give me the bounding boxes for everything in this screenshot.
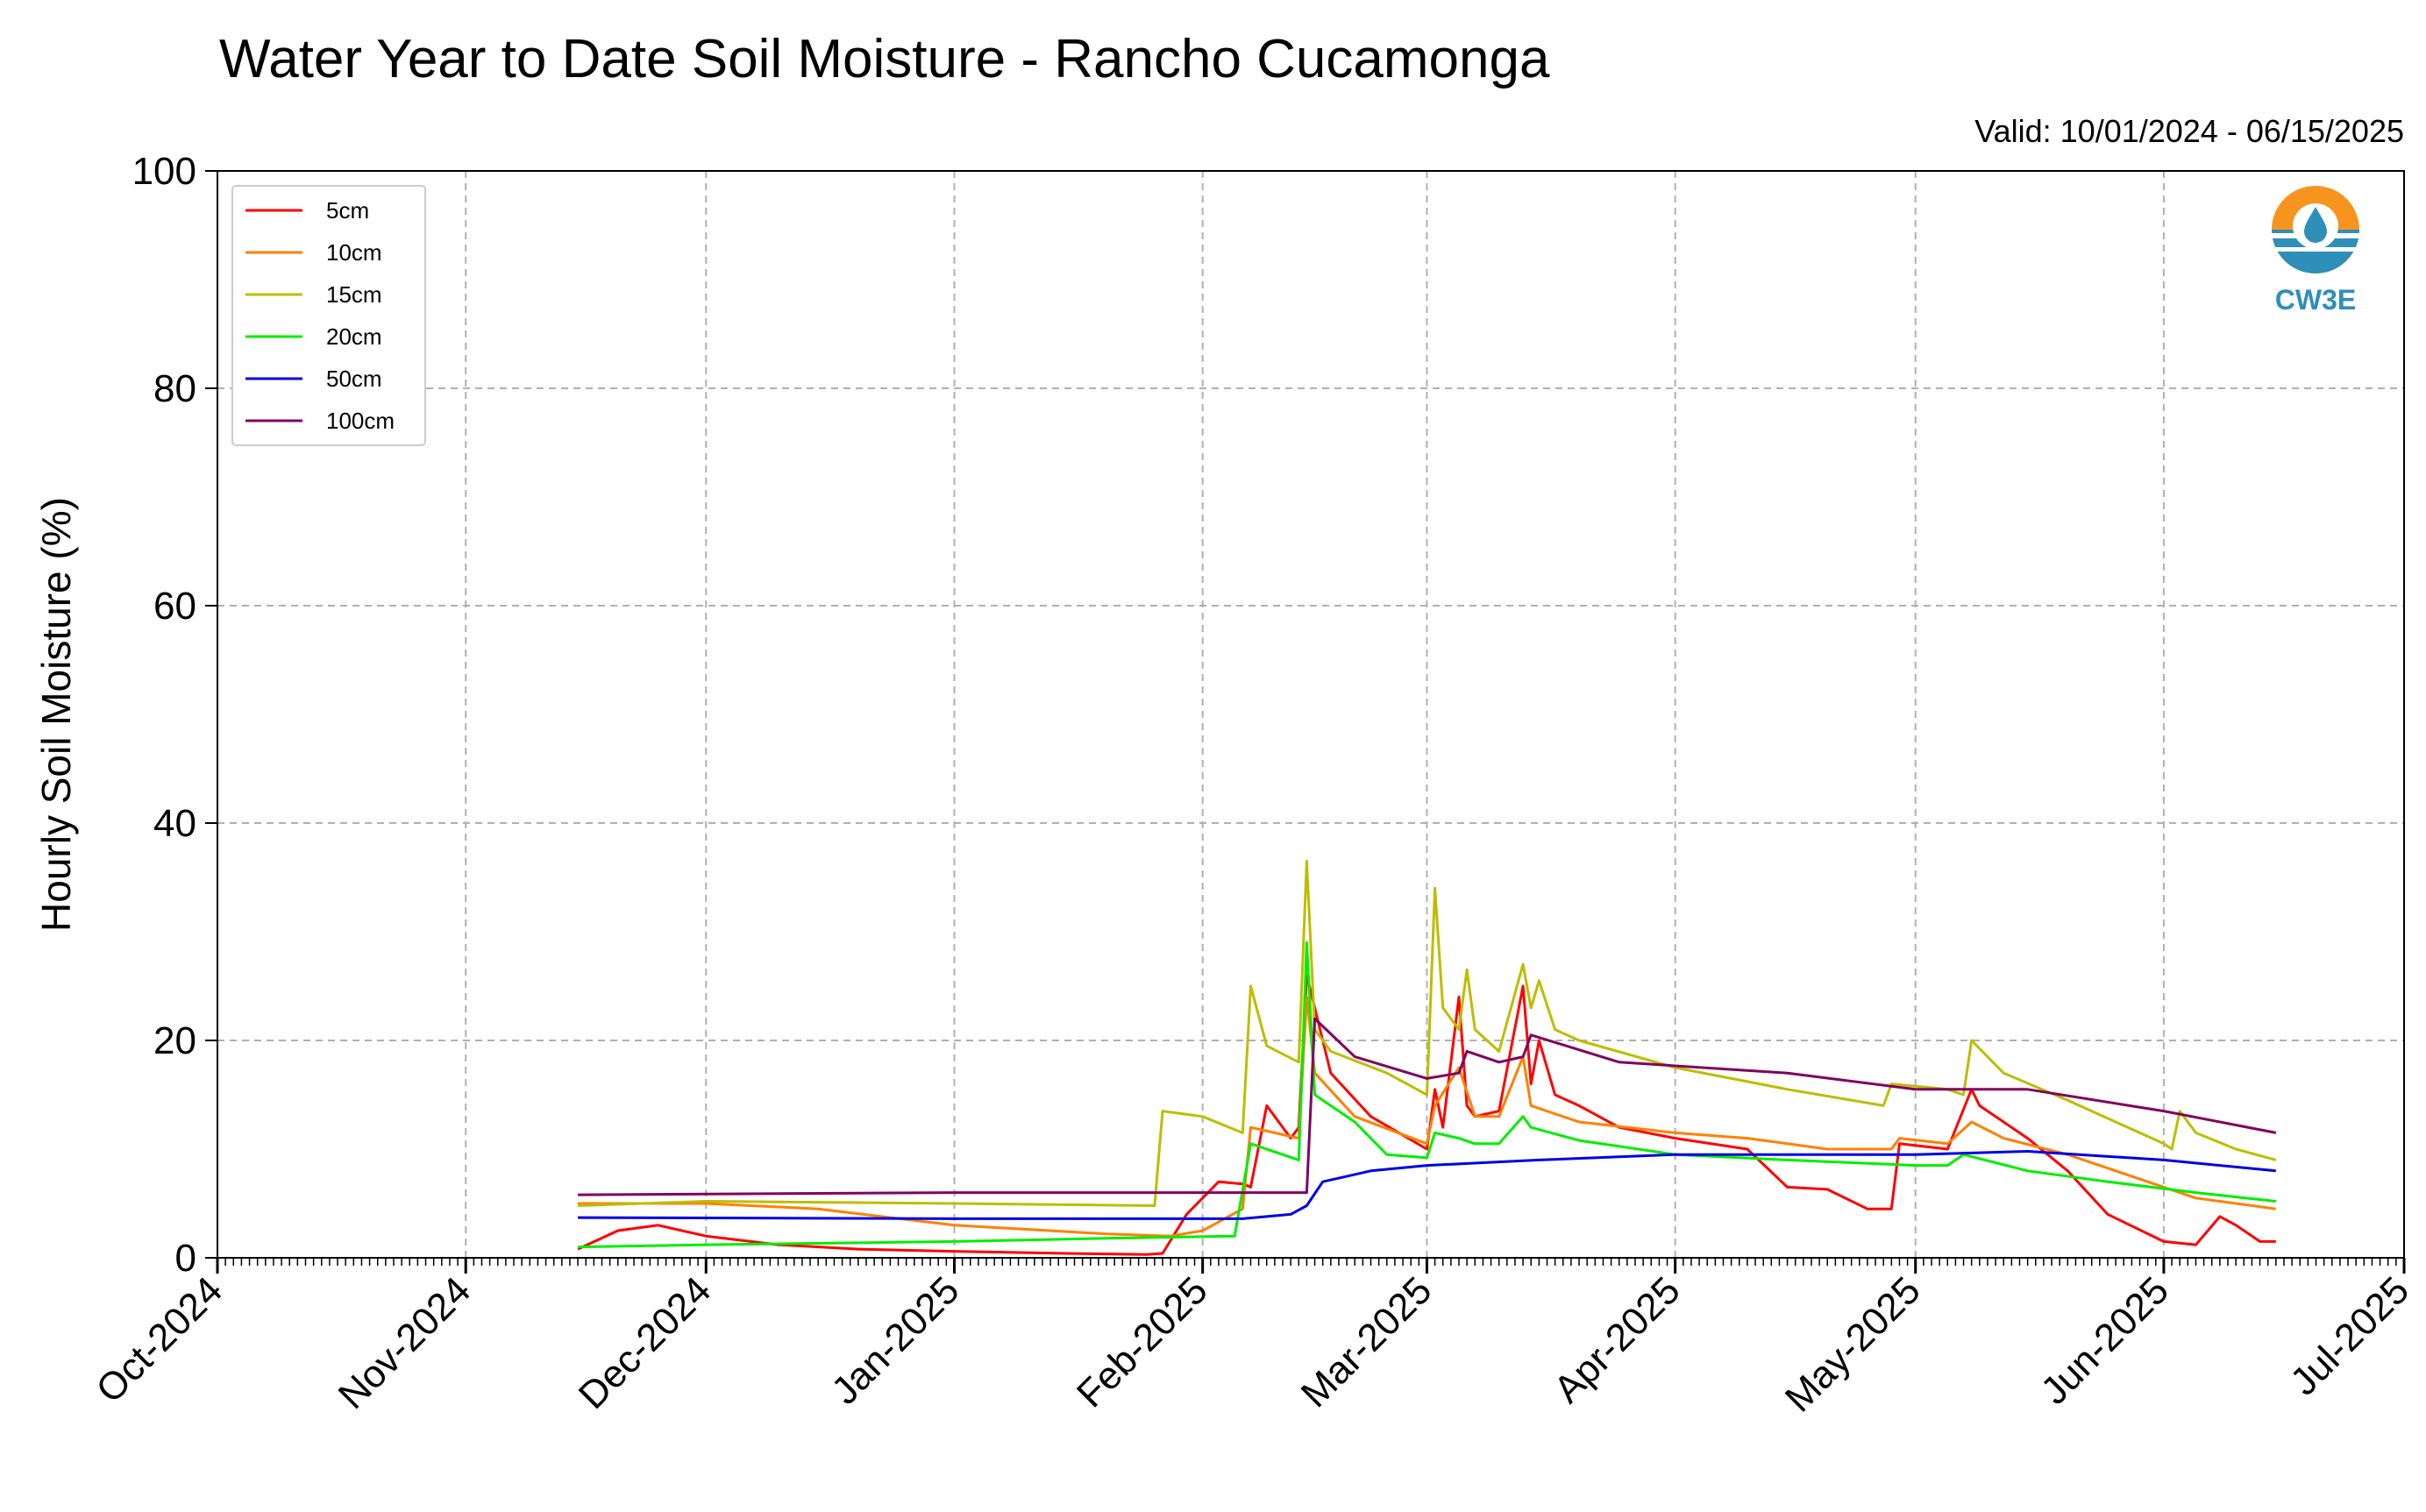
legend: 5cm 10cm 15cm 20cm 50cm 100cm xyxy=(231,185,426,446)
legend-label: 50cm xyxy=(326,366,382,392)
x-tick-label: Dec-2024 xyxy=(571,1268,720,1417)
grid-lines xyxy=(217,171,2404,1258)
logo-text: CW3E xyxy=(2275,284,2356,316)
water-drop-icon xyxy=(2272,186,2359,273)
x-tick-label: May-2025 xyxy=(1777,1268,1929,1420)
chart-title: Water Year to Date Soil Moisture - Ranch… xyxy=(219,29,1550,89)
series-line-50cm xyxy=(578,1150,2276,1220)
x-tick-label: Mar-2025 xyxy=(1293,1268,1441,1416)
axis-ticks: 0 20 40 60 80 100 Oct-2024 Nov-2024 Dec-2024 Jan-… xyxy=(88,150,2417,1420)
x-tick-label: Jan-2025 xyxy=(823,1268,967,1412)
y-tick-label: 60 xyxy=(153,585,196,628)
cw3e-logo: CW3E xyxy=(2272,186,2359,316)
legend-box xyxy=(231,185,426,446)
y-axis-label: Hourly Soil Moisture (%) xyxy=(33,497,79,932)
series-line-10cm xyxy=(578,995,2277,1238)
chart-subtitle: Valid: 10/01/2024 - 06/15/2025 xyxy=(1974,113,2404,149)
legend-label: 100cm xyxy=(326,408,395,434)
x-tick-label: Oct-2024 xyxy=(88,1268,231,1411)
legend-label: 5cm xyxy=(326,197,369,224)
x-tick-label: Jun-2025 xyxy=(2033,1268,2177,1412)
series-line-5cm xyxy=(577,974,2276,1256)
x-tick-label: Feb-2025 xyxy=(1069,1268,1216,1416)
x-tick-label: Jul-2025 xyxy=(2282,1268,2417,1403)
y-tick-label: 80 xyxy=(153,367,196,410)
legend-label: 20cm xyxy=(326,323,382,350)
y-tick-label: 20 xyxy=(153,1019,196,1062)
y-tick-label: 0 xyxy=(175,1237,196,1280)
legend-label: 10cm xyxy=(326,239,382,266)
x-tick-label: Nov-2024 xyxy=(331,1268,480,1417)
series-line-100cm xyxy=(578,1017,2277,1196)
data-series xyxy=(577,859,2277,1256)
y-tick-label: 40 xyxy=(153,802,196,845)
series-line-15cm xyxy=(578,859,2277,1207)
x-tick-label: Apr-2025 xyxy=(1546,1268,1689,1411)
y-tick-label: 100 xyxy=(132,150,196,193)
legend-label: 15cm xyxy=(326,281,382,308)
plot-frame xyxy=(217,170,2405,1259)
series-line-20cm xyxy=(578,941,2276,1249)
